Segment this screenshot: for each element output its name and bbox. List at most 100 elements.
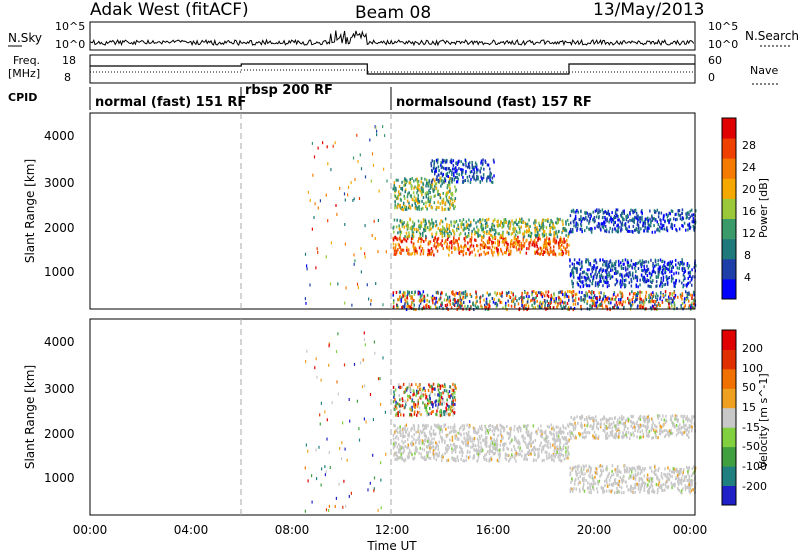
velocity-cell: [679, 430, 682, 434]
power-cell: [574, 214, 577, 218]
power-cell: [527, 230, 529, 234]
velocity-cell: [522, 436, 524, 440]
power-cell: [415, 230, 418, 234]
power-cell: [456, 180, 458, 184]
power-cell: [448, 170, 451, 174]
power-cell: [667, 213, 669, 217]
power-cell: [322, 141, 324, 145]
power-cell: [520, 225, 522, 229]
power-cell: [376, 133, 378, 137]
power-cell: [677, 295, 679, 299]
power-cell: [549, 247, 552, 251]
velocity-cell: [454, 402, 456, 406]
velocity-cell: [434, 393, 436, 397]
power-cell: [543, 230, 546, 233]
power-cell: [529, 225, 531, 228]
power-cell: [509, 296, 512, 299]
power-cell: [432, 221, 435, 225]
velocity-cell: [431, 390, 433, 394]
power-cell: [618, 218, 620, 222]
power-cell: [681, 258, 683, 262]
power-cell: [496, 246, 498, 250]
velocity-cell: [441, 395, 443, 399]
power-cell: [604, 221, 606, 225]
power-cell: [621, 292, 623, 296]
velocity-cell: [661, 476, 664, 480]
power-cell: [562, 228, 564, 232]
power-cell: [663, 227, 666, 231]
power-cell: [615, 260, 617, 264]
power-cell: [534, 219, 536, 223]
velocity-cell: [674, 417, 676, 421]
velocity-cell: [499, 432, 502, 436]
power-cell: [449, 206, 451, 210]
power-cell: [622, 216, 624, 220]
power-cell: [543, 246, 545, 250]
power-cell: [686, 296, 689, 300]
power-cell: [511, 242, 513, 246]
velocity-cell: [399, 448, 402, 452]
power-cell: [564, 292, 566, 296]
power-cell: [438, 169, 440, 173]
power-cell: [647, 260, 650, 264]
power-cell: [626, 213, 629, 217]
power-cell: [415, 204, 417, 208]
power-cell: [563, 237, 565, 241]
power-cell: [654, 260, 657, 263]
velocity-cell: [394, 424, 396, 428]
velocity-cell: [408, 395, 410, 399]
power-cell: [667, 268, 669, 272]
velocity-cell: [442, 410, 445, 414]
velocity-cell: [630, 433, 633, 437]
power-cell: [426, 178, 428, 182]
power-cell: [423, 299, 426, 303]
velocity-cell: [491, 450, 493, 453]
power-cell: [671, 227, 674, 230]
power-cell: [589, 262, 591, 266]
velocity-cell: [402, 433, 404, 437]
power-cell: [461, 220, 463, 224]
velocity-cell: [657, 415, 660, 419]
velocity-cell: [454, 434, 456, 438]
power-cell: [504, 218, 507, 221]
power-cell: [662, 224, 665, 227]
power-cell: [438, 193, 441, 197]
velocity-cell: [414, 403, 417, 407]
power-cell: [405, 300, 407, 304]
power-cell: [591, 266, 594, 269]
velocity-cell: [463, 459, 466, 463]
power-cell: [691, 283, 693, 287]
power-cell: [610, 275, 613, 279]
velocity-cell: [615, 424, 618, 428]
power-cell: [507, 231, 510, 235]
velocity-cell: [418, 383, 421, 387]
power-cell: [518, 297, 520, 301]
velocity-cell: [577, 421, 579, 425]
velocity-cell: [419, 439, 421, 442]
power-cell: [398, 298, 400, 302]
power-ytick-1000: 1000: [44, 265, 75, 279]
power-cell: [510, 240, 512, 244]
power-cell: [513, 241, 515, 245]
power-cell: [608, 260, 611, 264]
power-cell: [592, 299, 594, 303]
power-cell: [622, 300, 624, 304]
power-cell: [635, 262, 637, 265]
velocity-cell: [485, 438, 488, 441]
velocity-cell: [663, 429, 666, 433]
power-cell: [419, 252, 422, 256]
power-cell: [487, 303, 489, 307]
power-cell: [583, 300, 586, 304]
power-cell: [476, 244, 479, 248]
velocity-cell: [535, 430, 538, 434]
power-cell: [490, 172, 492, 176]
power-cell: [396, 204, 399, 208]
velocity-cell: [461, 447, 463, 451]
power-cell: [593, 259, 595, 263]
power-cell: [682, 278, 685, 282]
power-cell: [422, 206, 424, 210]
power-cell: [572, 219, 575, 223]
velocity-cell: [554, 455, 556, 459]
power-cell: [448, 295, 451, 299]
velocity-cell: [636, 435, 638, 439]
